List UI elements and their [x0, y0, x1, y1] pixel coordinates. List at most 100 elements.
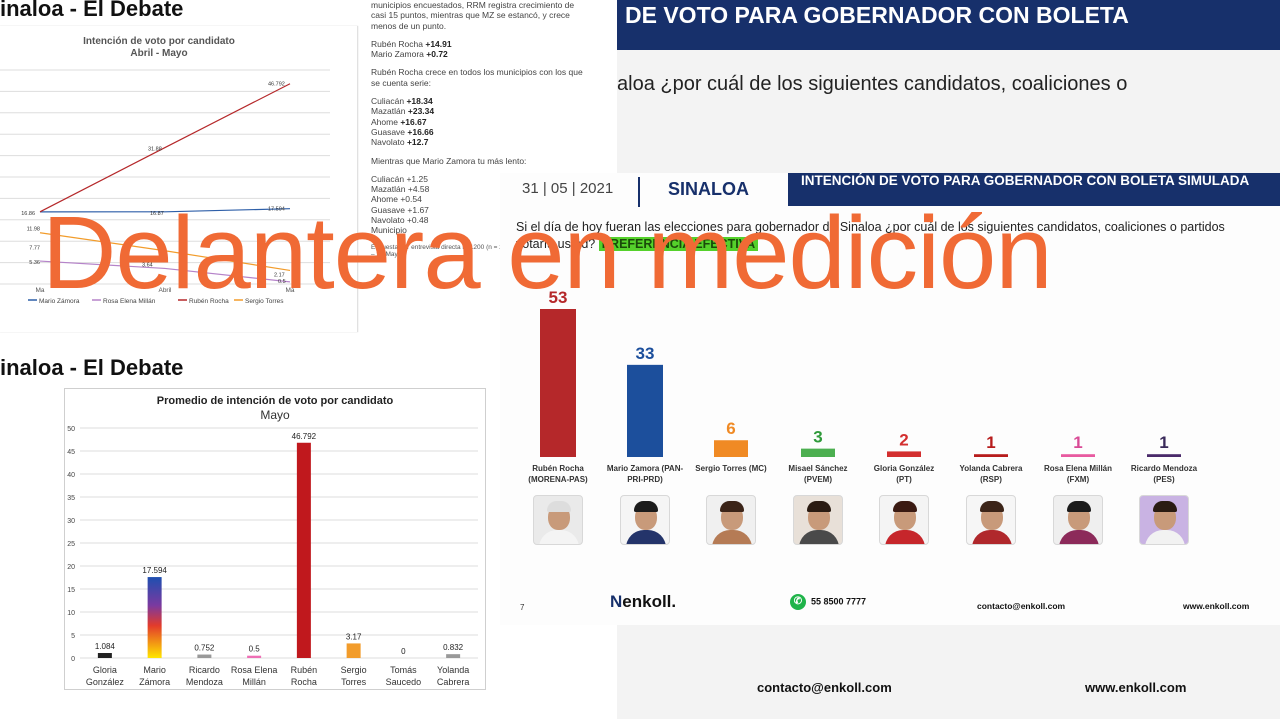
municipio-value: +1.67	[407, 204, 429, 215]
value-label: 7.77	[29, 246, 40, 252]
municipio-name: Culiacán	[371, 173, 405, 184]
y-tick-label: 10	[67, 610, 75, 617]
data-label: 1	[1159, 433, 1168, 452]
municipio-name: Guasave	[371, 126, 406, 137]
chart-title: Promedio de intención de voto por candid…	[157, 395, 394, 407]
overlay-caption: Delantera en medición	[42, 195, 1053, 310]
candidate-label: Rubén Rocha (MORENA-PAS)	[528, 464, 588, 484]
value-label: 16.86	[21, 211, 35, 217]
data-label: 0.832	[443, 643, 464, 652]
municipio-name: Ahome	[371, 116, 398, 127]
zamora-municipios-list: Culiacán +1.25 Mazatlán +4.58 Ahome +0.5…	[371, 174, 583, 236]
preference-badge: PREFERENCIA EFECTIVA	[598, 237, 759, 251]
municipio-value: +16.66	[407, 126, 434, 137]
bar	[346, 643, 361, 658]
phone-contact: ✆ 55 8500 7777	[790, 594, 866, 610]
legend-label: Rubén Rocha	[189, 298, 229, 305]
analysis-paragraph: Mientras que Mario Zamora tu más lento:	[371, 155, 527, 166]
analysis-text: municipios encuestados, RRM registra cre…	[371, 0, 583, 267]
slide-title: DE VOTO PARA GOBERNADOR CON BOLETA	[625, 2, 1129, 28]
bar	[714, 440, 748, 457]
candidate-label: Rosa Elena Millán (FXM)	[1043, 464, 1113, 484]
category-label: Mendoza	[186, 677, 223, 687]
category-label: Torres	[341, 677, 367, 687]
municipio-name: Culiacán	[371, 96, 405, 107]
legend-label: Sergio Torres	[245, 298, 284, 305]
y-tick-label: 30	[67, 518, 75, 525]
category-label: Rosa Elena	[231, 665, 278, 675]
value-label: 11.98	[27, 227, 40, 233]
bar	[1147, 454, 1181, 457]
category-label: Yolanda	[437, 665, 469, 675]
municipio-name: Mazatlán	[371, 106, 406, 117]
value-label: 31.88	[148, 147, 162, 153]
category-label: Tomás	[390, 665, 417, 675]
category-label: Cabrera	[437, 677, 470, 687]
chart-subtitle: Abril - Mayo	[130, 48, 187, 59]
data-label: 3	[813, 428, 822, 447]
bar	[197, 654, 212, 658]
candidate-photo	[533, 495, 583, 545]
analysis-paragraph: municipios encuestados, RRM registra cre…	[371, 0, 575, 31]
chart-title: Intención de voto por candidato	[83, 36, 235, 47]
bar-chart-card: Promedio de intención de voto por candid…	[64, 388, 486, 690]
logo-mark-icon: N	[610, 592, 623, 611]
y-tick-label: 15	[67, 587, 75, 594]
candidate-label: Gloria González (PT)	[873, 464, 935, 484]
y-tick-label: 40	[67, 472, 75, 479]
bar	[247, 655, 262, 658]
delta-name: Rubén Rocha	[371, 38, 423, 49]
data-label: 53	[549, 288, 568, 307]
delta-value: +0.72	[426, 49, 448, 60]
value-label: 16.87	[150, 211, 164, 217]
category-label: Rocha	[291, 677, 317, 687]
page-number: 7	[520, 603, 525, 612]
value-label: 46.792	[268, 82, 285, 88]
bar	[627, 364, 663, 457]
y-tick-label: 20	[67, 564, 75, 571]
category-label: Rubén	[291, 665, 318, 675]
data-label: 1	[1073, 433, 1082, 452]
website: www.enkoll.com	[1085, 680, 1187, 695]
municipio-value: +16.67	[400, 116, 427, 127]
y-tick-label: 25	[67, 541, 75, 548]
y-tick-label: 45	[67, 449, 75, 456]
vote-intention-bar-chart: 53 33 6 3 2 1 1 1	[540, 288, 1181, 457]
municipio-name: Ahome	[371, 194, 398, 205]
value-label: 2.17	[274, 273, 285, 279]
contact-email: contacto@enkoll.com	[977, 601, 1066, 611]
state-label: SINALOA	[668, 179, 749, 199]
slide-title: INTENCIÓN DE VOTO PARA GOBERNADOR CON BO…	[801, 173, 1250, 188]
y-tick-label: 50	[67, 426, 75, 433]
website: www.enkoll.com	[1183, 601, 1250, 611]
series-line	[39, 208, 291, 213]
series-line	[39, 232, 291, 272]
data-label: 0.752	[194, 644, 215, 653]
y-tick-label: 5	[71, 633, 75, 640]
bar	[540, 309, 576, 457]
data-label: 3.17	[346, 632, 362, 641]
x-tick-label: Ma	[285, 287, 294, 294]
bar	[801, 448, 835, 457]
category-label: Mario	[143, 665, 166, 675]
municipio-value: +1.25	[406, 173, 428, 184]
panel-heading: inaloa - El Debate	[0, 355, 184, 380]
delta-name: Mario Zamora	[371, 49, 424, 60]
slide-date: 31 | 05 | 2021	[522, 180, 614, 197]
bar	[1061, 454, 1095, 457]
candidate-label: Sergio Torres (MC)	[695, 464, 767, 473]
candidate-label: Misael Sánchez (PVEM)	[788, 464, 848, 484]
municipio-value: +0.48	[406, 215, 429, 226]
candidate-label: Yolanda Cabrera (RSP)	[959, 464, 1023, 484]
bar	[974, 454, 1008, 457]
data-label: 1	[986, 433, 995, 452]
municipio-label: Municipio	[371, 225, 407, 236]
legend-label: Rosa Elena Millán	[103, 298, 156, 305]
municipio-value: +4.58	[407, 184, 430, 195]
chart-subtitle: Mayo	[260, 408, 290, 422]
data-label: 0.5	[249, 645, 261, 654]
candidate-label: Ricardo Mendoza (PES)	[1130, 464, 1198, 484]
municipio-value: +23.34	[407, 106, 435, 117]
data-label: 0	[401, 647, 406, 656]
